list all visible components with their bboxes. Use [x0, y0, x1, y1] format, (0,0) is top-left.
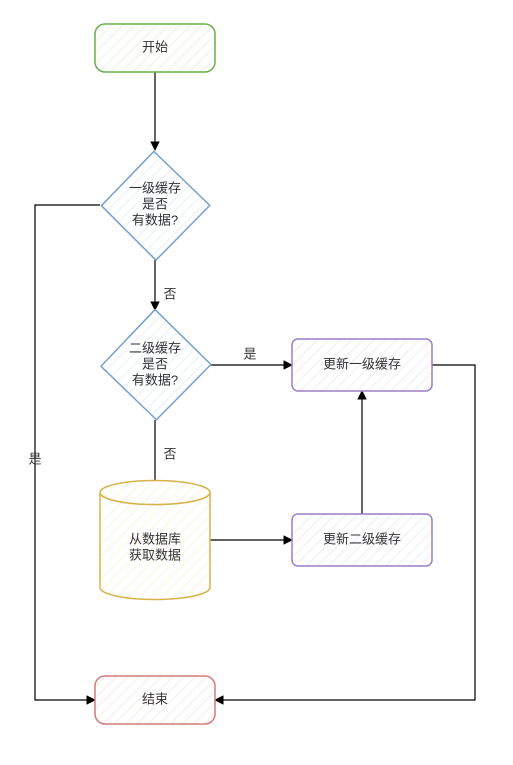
node-d2: 二级缓存是否有数据? [101, 310, 211, 420]
svg-text:结束: 结束 [142, 691, 168, 706]
svg-text:更新一级缓存: 更新一级缓存 [323, 356, 401, 371]
svg-text:一级缓存: 一级缓存 [129, 180, 181, 195]
svg-text:二级缓存: 二级缓存 [129, 340, 181, 355]
svg-text:是否: 是否 [142, 356, 168, 371]
node-u1: 更新一级缓存 [292, 339, 432, 391]
node-start: 开始 [95, 24, 215, 72]
flowchart-canvas: 否否是是开始一级缓存是否有数据?二级缓存是否有数据?从数据库获取数据更新二级缓存… [0, 0, 513, 765]
edge-label-3: 是 [28, 451, 41, 466]
edge-label-4: 是 [243, 346, 256, 361]
edge-3 [35, 205, 100, 700]
svg-text:获取数据: 获取数据 [129, 547, 181, 562]
svg-text:有数据?: 有数据? [132, 212, 178, 227]
edge-label-1: 否 [163, 286, 176, 301]
node-d1: 一级缓存是否有数据? [101, 151, 209, 260]
svg-text:更新二级缓存: 更新二级缓存 [323, 531, 401, 546]
svg-text:从数据库: 从数据库 [129, 531, 181, 546]
node-u2: 更新二级缓存 [292, 514, 432, 566]
edge-label-2: 否 [163, 446, 176, 461]
svg-text:有数据?: 有数据? [132, 372, 178, 387]
svg-text:开始: 开始 [142, 39, 168, 54]
svg-text:是否: 是否 [142, 196, 168, 211]
node-db: 从数据库获取数据 [100, 481, 210, 600]
node-end: 结束 [95, 676, 215, 724]
